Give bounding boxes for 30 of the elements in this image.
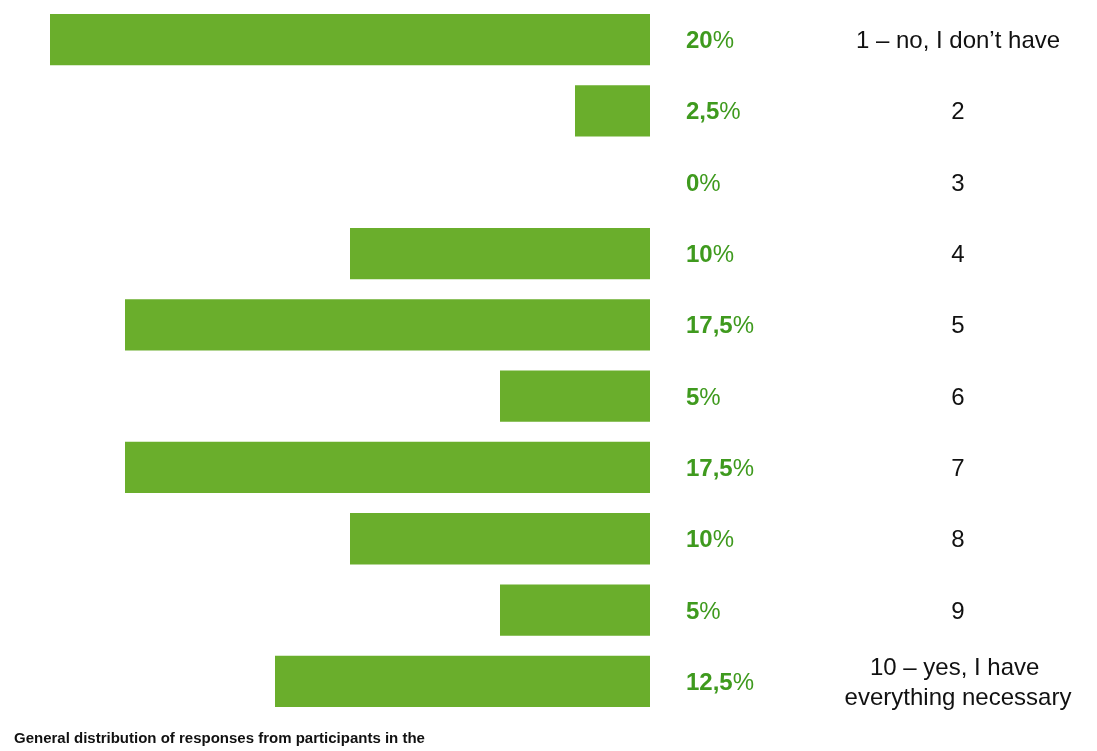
- data-label: 12,5%: [686, 667, 755, 695]
- bar: [350, 227, 650, 280]
- y-tick-label: 2: [951, 97, 965, 125]
- y-tick-label: 10 – yes, I have everything necessary: [844, 652, 1072, 710]
- y-tick-label: 6: [951, 382, 965, 410]
- bar: [575, 85, 650, 137]
- text: General distribution of responses from participants in the: [14, 729, 425, 746]
- y-tick-label: 5: [951, 311, 965, 339]
- y-tick-label: 1 – no, I don’t have: [855, 26, 1061, 54]
- data-label: 17,5%: [686, 311, 755, 339]
- bar: [500, 370, 650, 422]
- y-tick-label: 3: [951, 168, 965, 196]
- data-label: 5%: [686, 596, 721, 624]
- bar: [275, 655, 650, 708]
- bar: [50, 13, 650, 66]
- bar: [350, 513, 650, 565]
- y-tick-label: 7: [951, 453, 965, 481]
- data-label: 20%: [686, 26, 735, 54]
- data-label: 5%: [686, 382, 721, 410]
- data-label: 2,5%: [686, 97, 741, 125]
- bar: [125, 441, 650, 494]
- data-label: 0%: [686, 168, 721, 196]
- bar: [500, 584, 650, 636]
- data-label: 10%: [686, 240, 735, 268]
- data-label: 10%: [686, 525, 735, 553]
- data-label: 17,5%: [686, 453, 755, 481]
- bar: [125, 299, 650, 351]
- y-tick-label: 4: [951, 240, 965, 268]
- y-tick-label: 9: [951, 596, 965, 624]
- y-tick-label: 8: [951, 525, 965, 553]
